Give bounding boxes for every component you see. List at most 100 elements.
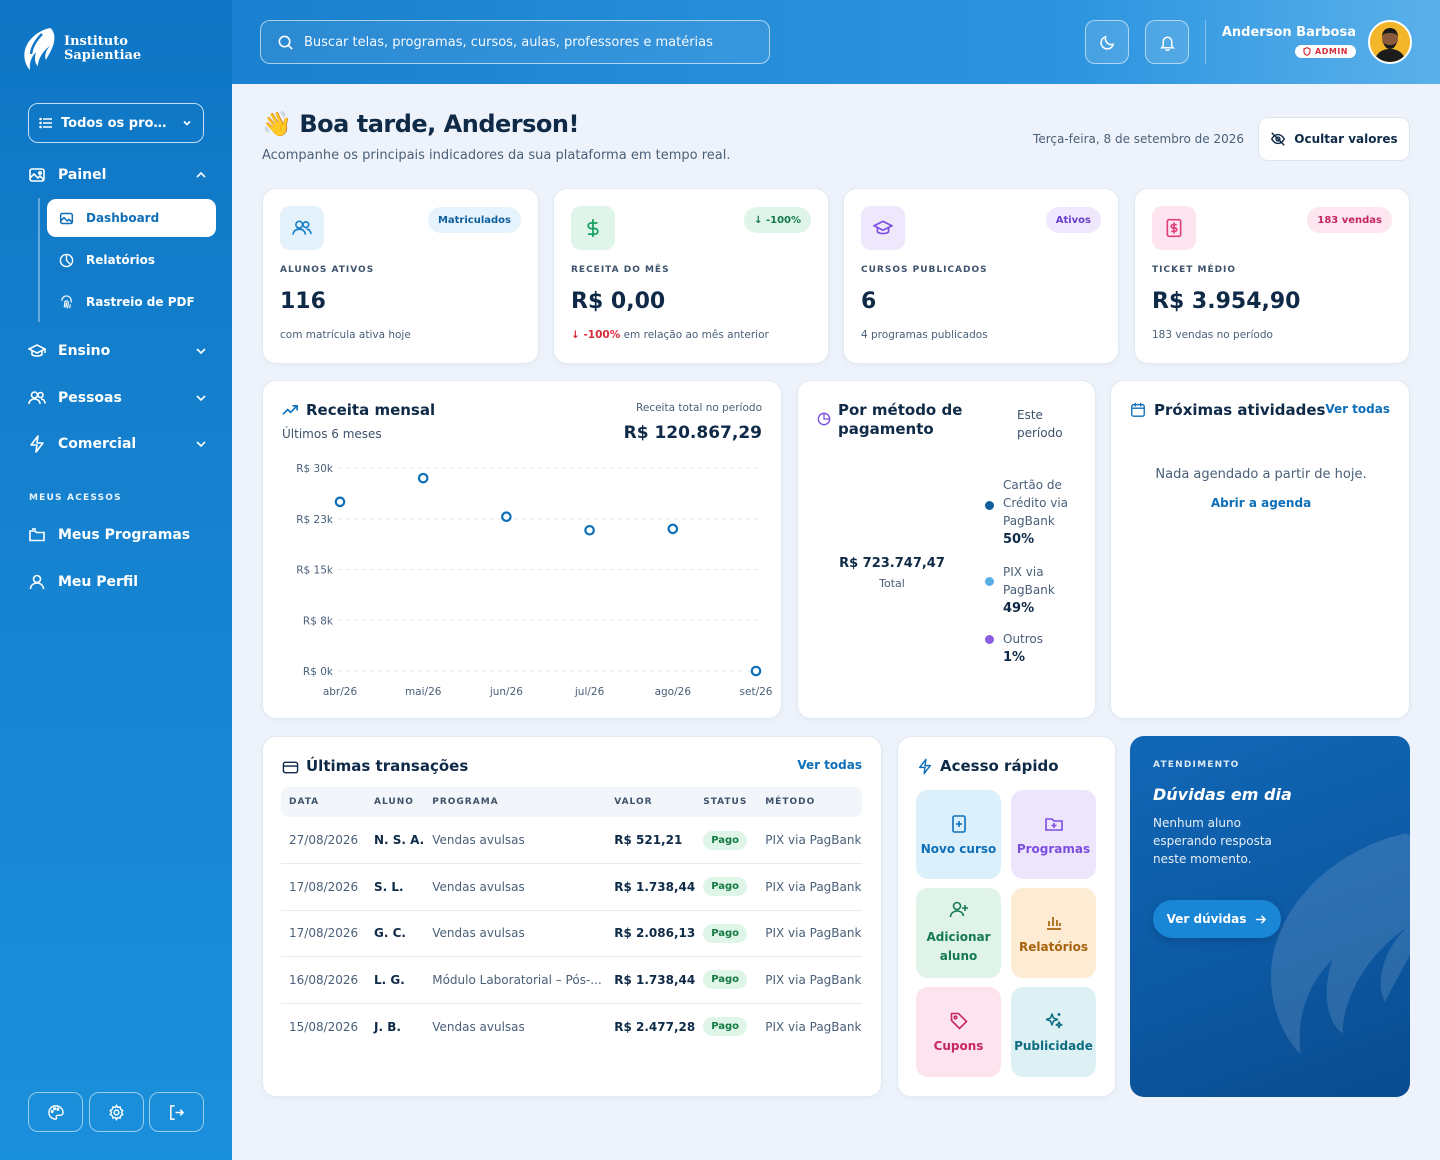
column-header: DATA	[281, 787, 366, 817]
users-icon	[292, 220, 312, 235]
quick-add-student-button[interactable]: Adicionar aluno	[916, 888, 1001, 978]
table-row[interactable]: 17/08/2026 S. L. Vendas avulsas R$ 1.738…	[281, 863, 862, 911]
transactions-title: Últimas transações	[306, 757, 469, 775]
theme-palette-button[interactable]	[28, 1092, 83, 1132]
chevron-down-icon	[196, 348, 206, 355]
sidebar-item-rastreio-pdf[interactable]: Rastreio de PDF	[47, 283, 216, 321]
nav-group-comercial[interactable]: Comercial	[28, 432, 208, 456]
brand-line1: Instituto	[64, 34, 128, 49]
column-header: STATUS	[695, 787, 758, 817]
chevron-up-icon	[196, 171, 206, 178]
cell-method: PIX via PagBank	[757, 956, 862, 1004]
user-icon	[29, 574, 45, 590]
quick-advertising-button[interactable]: Publicidade	[1011, 987, 1096, 1077]
support-card: ATENDIMENTO Dúvidas em dia Nenhum aluno …	[1130, 736, 1410, 1097]
quick-label: Cupons	[933, 1039, 984, 1053]
palette-icon	[48, 1104, 64, 1120]
view-questions-button[interactable]: Ver dúvidas	[1153, 900, 1281, 938]
table-row[interactable]: 17/08/2026 G. C. Vendas avulsas R$ 2.086…	[281, 910, 862, 957]
graduation-cap-icon	[873, 220, 893, 235]
table-row[interactable]: 15/08/2026 J. B. Vendas avulsas R$ 2.477…	[281, 1003, 862, 1050]
sidebar-item-label: Meus Programas	[58, 527, 191, 543]
data-point[interactable]	[417, 472, 429, 484]
stat-label: TICKET MÉDIO	[1152, 265, 1237, 275]
users-icon	[28, 391, 46, 405]
moon-icon	[1099, 35, 1114, 50]
activities-title: Próximas atividades	[1154, 401, 1326, 419]
logout-button[interactable]	[149, 1092, 204, 1132]
data-point[interactable]	[667, 523, 679, 535]
cell-date: 17/08/2026	[281, 910, 366, 957]
search-input[interactable]	[304, 34, 744, 50]
program-select-value: Todos os prog...	[61, 115, 173, 131]
nav-group-painel[interactable]: Painel	[28, 163, 208, 187]
data-point[interactable]	[334, 496, 346, 508]
feather-flame-logo	[1271, 833, 1410, 1055]
revenue-total-label: Receita total no período	[636, 402, 762, 414]
sidebar-item-meu-perfil[interactable]: Meu Perfil	[28, 570, 208, 594]
data-point[interactable]	[501, 511, 512, 523]
quick-programs-button[interactable]: Programas	[1011, 790, 1096, 879]
settings-button[interactable]	[89, 1092, 144, 1132]
hide-values-button[interactable]: Ocultar valores	[1258, 117, 1410, 161]
avatar[interactable]	[1368, 20, 1412, 64]
sidebar-item-relatorios[interactable]: Relatórios	[47, 241, 216, 279]
submenu-guide-line	[38, 198, 40, 322]
data-point[interactable]	[584, 524, 595, 536]
bar-chart-icon	[1046, 917, 1061, 930]
cell-status: Pago	[695, 817, 758, 864]
payment-title: Por método de pagamento	[838, 401, 963, 438]
legend-dot	[985, 635, 994, 644]
sidebar-item-meus-programas[interactable]: Meus Programas	[28, 523, 208, 547]
legend-label: Outros	[1003, 632, 1044, 646]
nav-group-ensino[interactable]: Ensino	[28, 339, 208, 363]
search-bar[interactable]	[260, 20, 770, 64]
nav-group-pessoas[interactable]: Pessoas	[28, 386, 208, 410]
quick-new-course-button[interactable]: Novo curso	[916, 790, 1001, 879]
top-header: Anderson Barbosa ADMIN	[232, 0, 1440, 84]
data-point[interactable]	[750, 665, 762, 677]
user-name[interactable]: Anderson Barbosa	[1221, 25, 1356, 40]
stat-icon-box	[571, 206, 615, 250]
table-row[interactable]: 27/08/2026 N. S. A. Vendas avulsas R$ 52…	[281, 817, 862, 864]
cell-date: 17/08/2026	[281, 863, 366, 911]
open-agenda-link[interactable]: Abrir a agenda	[1210, 496, 1312, 510]
status-badge: Pago	[703, 923, 748, 943]
cell-student: L. G.	[366, 956, 425, 1004]
y-tick-label: R$ 30k	[296, 463, 334, 475]
quick-reports-button[interactable]: Relatórios	[1011, 888, 1096, 978]
folders-icon	[29, 528, 45, 542]
feather-flame-logo	[24, 28, 55, 70]
cell-program: Vendas avulsas	[424, 910, 607, 957]
stat-icon-box	[861, 206, 905, 250]
program-select[interactable]: Todos os prog...	[28, 103, 204, 143]
stat-label: ALUNOS ATIVOS	[280, 265, 375, 275]
greeting-subtitle: Acompanhe os principais indicadores da s…	[262, 148, 731, 163]
activities-view-all-link[interactable]: Ver todas	[1325, 402, 1390, 416]
cell-student: J. B.	[374, 1019, 401, 1034]
search-icon	[278, 35, 293, 50]
legend-percent: 50%	[1003, 532, 1035, 547]
chevron-down-icon	[196, 395, 206, 402]
brand-logo[interactable]: Instituto Sapientiae	[20, 26, 141, 72]
sidebar-item-dashboard[interactable]: Dashboard	[47, 199, 216, 237]
quick-label: Programas	[1016, 841, 1091, 856]
transactions-view-all-link[interactable]: Ver todas	[797, 758, 862, 772]
status-badge: Pago	[703, 877, 748, 897]
cell-status: Pago	[695, 910, 758, 957]
cell-status: Pago	[695, 956, 758, 1004]
sidebar-item-label: Meu Perfil	[58, 574, 139, 590]
zap-icon	[918, 758, 932, 775]
legend-dot	[985, 501, 994, 510]
table-row[interactable]: 16/08/2026 L. G. Módulo Laboratorial – P…	[281, 956, 862, 1004]
quick-label: Novo curso	[920, 841, 997, 856]
cell-value: R$ 1.738,44	[606, 956, 696, 1004]
dark-mode-toggle[interactable]	[1085, 20, 1129, 64]
quick-coupons-button[interactable]: Cupons	[916, 987, 1001, 1077]
sparkles-icon	[1045, 1013, 1063, 1029]
view-questions-label: Ver dúvidas	[1166, 912, 1247, 926]
notifications-button[interactable]	[1145, 20, 1189, 64]
stat-icon-box	[1152, 206, 1196, 250]
sidebar: Instituto Sapientiae Todos os prog... Pa…	[0, 0, 232, 1160]
payment-total-label: Total	[879, 577, 905, 590]
